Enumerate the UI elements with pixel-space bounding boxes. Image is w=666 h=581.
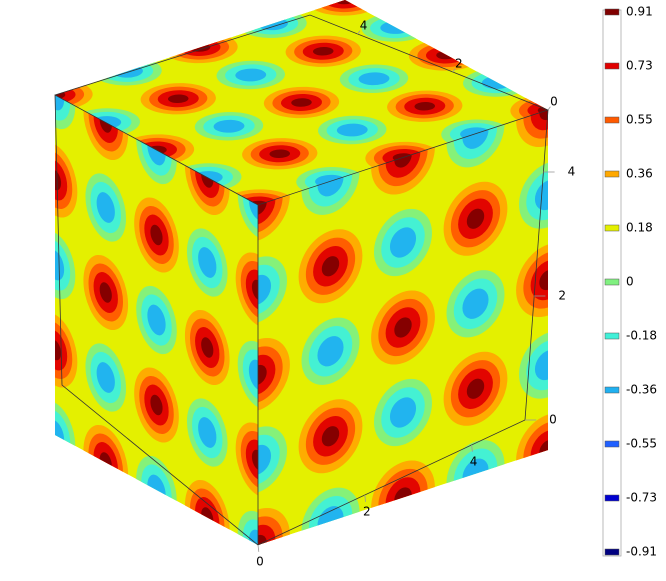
- isosurface: [242, 349, 258, 401]
- isosurface: [55, 339, 62, 361]
- isosurface: [245, 269, 258, 311]
- legend-label: 0: [626, 275, 634, 289]
- legend-label: 0.18: [626, 221, 653, 235]
- isosurface: [251, 279, 258, 301]
- isosurface: [389, 397, 417, 428]
- legend-swatch: [604, 116, 620, 124]
- isosurface: [99, 282, 112, 303]
- legend-swatch: [604, 386, 620, 394]
- isosurface: [466, 208, 485, 229]
- isosurface: [55, 239, 71, 291]
- isosurface: [150, 394, 163, 416]
- isosurface: [394, 317, 412, 338]
- isosurface: [358, 72, 390, 86]
- isosurface: [167, 94, 189, 104]
- isosurface: [258, 364, 267, 386]
- tick-mark: [257, 544, 260, 552]
- legend-swatch: [604, 62, 620, 70]
- isosurface: [258, 274, 272, 306]
- tick-label: 2: [455, 57, 463, 71]
- isosurface: [462, 288, 489, 319]
- isosurface: [248, 359, 258, 391]
- isosurface: [150, 224, 163, 246]
- isosurface: [258, 534, 267, 545]
- tick-label: 4: [568, 165, 576, 179]
- isosurface: [198, 417, 217, 448]
- tick-label: 0: [550, 95, 558, 109]
- isosurface: [336, 123, 368, 137]
- isosurface: [269, 149, 291, 159]
- tick-label: 0: [256, 555, 264, 569]
- tick-label: 2: [558, 289, 566, 303]
- isosurface: [466, 378, 485, 399]
- legend-swatch: [604, 278, 620, 286]
- isosurface: [96, 362, 115, 393]
- isosurface: [526, 339, 548, 391]
- isosurface: [539, 110, 548, 121]
- isosurface: [201, 337, 214, 358]
- isosurface: [291, 98, 312, 107]
- legend-swatch: [604, 440, 620, 448]
- legend-label: -0.18: [626, 329, 657, 343]
- isosurface: [258, 264, 280, 316]
- tick-label: 0: [549, 413, 557, 427]
- isosurface: [389, 227, 417, 258]
- tick-mark: [452, 68, 456, 73]
- isosurface: [235, 68, 267, 82]
- tick-label: 4: [360, 19, 368, 33]
- isosurface: [321, 426, 340, 447]
- isosurface: [414, 101, 436, 111]
- legend-label: -0.91: [626, 545, 657, 559]
- legend-label: 0.55: [626, 113, 653, 127]
- isosurface: [198, 247, 217, 278]
- isosurface: [245, 439, 258, 481]
- isosurface: [539, 269, 548, 291]
- tick-mark: [471, 444, 473, 452]
- legend-swatch: [604, 224, 620, 232]
- isosurface: [251, 449, 258, 471]
- tick-label: 2: [363, 505, 371, 519]
- isosurface: [312, 46, 334, 56]
- legend-label: -0.73: [626, 491, 657, 505]
- isosurface: [321, 256, 340, 277]
- legend-label: -0.55: [626, 437, 657, 451]
- legend-label: 0.36: [626, 167, 653, 181]
- isosurface: [534, 349, 548, 381]
- isosurface: [317, 336, 344, 367]
- isosurface: [258, 434, 280, 486]
- isosurface: [258, 354, 276, 396]
- isosurface: [96, 192, 115, 223]
- tick-label: 4: [470, 455, 478, 469]
- isosurface: [258, 444, 272, 476]
- isosurface: [55, 169, 62, 191]
- isosurface: [258, 524, 276, 545]
- legend-label: 0.91: [626, 5, 653, 19]
- tick-mark: [547, 106, 551, 111]
- legend-swatch: [604, 332, 620, 340]
- legend-swatch: [604, 8, 620, 16]
- legend-label: 0.73: [626, 59, 653, 73]
- isosurface: [526, 169, 548, 221]
- legend-swatch: [604, 548, 620, 556]
- legend-label: -0.36: [626, 383, 657, 397]
- legend: 0.91 0.73 0.55 0.36 0.18 0 -0.18 -0.36 -0.55 -0.7…: [602, 5, 657, 559]
- tick-mark: [364, 494, 366, 502]
- isosurface: [248, 529, 258, 545]
- isosurface-plot: [55, 0, 548, 545]
- isosurface: [213, 119, 245, 133]
- tick-mark: [357, 30, 361, 35]
- isosurface: [242, 519, 258, 545]
- cube-face: [258, 110, 548, 545]
- legend-swatch: [604, 170, 620, 178]
- legend-swatch: [604, 494, 620, 502]
- isosurface: [55, 95, 71, 121]
- cube-frame: [54, 14, 550, 546]
- isosurface: [147, 304, 166, 336]
